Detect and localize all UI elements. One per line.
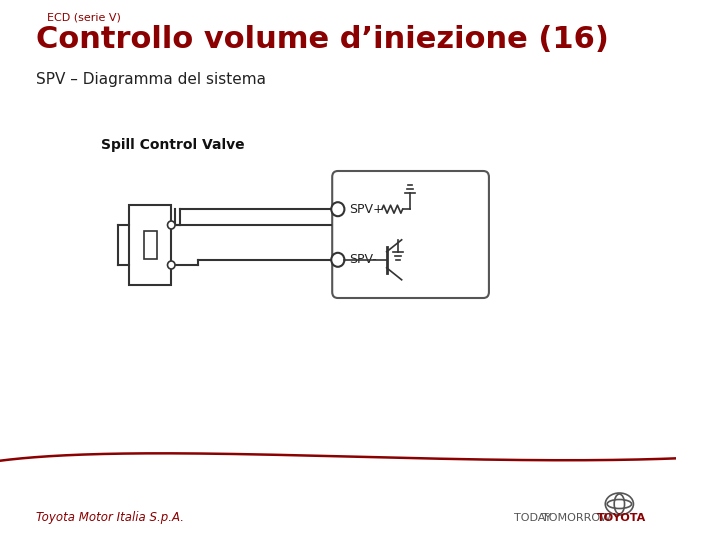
Bar [129,205,171,285]
Circle shape [168,261,175,269]
Text: Controllo volume d’iniezione (16): Controllo volume d’iniezione (16) [36,25,608,54]
Text: TOYOTA: TOYOTA [597,513,646,523]
Circle shape [331,202,344,216]
FancyBboxPatch shape [332,171,489,298]
Circle shape [168,221,175,229]
Text: TODAY: TODAY [514,513,552,523]
Text: Toyota Motor Italia S.p.A.: Toyota Motor Italia S.p.A. [36,511,184,524]
Text: SPV+: SPV+ [349,202,384,215]
Text: Spill Control Valve: Spill Control Valve [102,138,245,152]
Bar [143,231,157,259]
Text: TOMORROW: TOMORROW [542,513,611,523]
Text: ECD (serie V): ECD (serie V) [47,13,121,23]
Text: SPV – Diagramma del sistema: SPV – Diagramma del sistema [36,72,266,87]
Circle shape [331,253,344,267]
Text: SPV-: SPV- [349,253,377,266]
